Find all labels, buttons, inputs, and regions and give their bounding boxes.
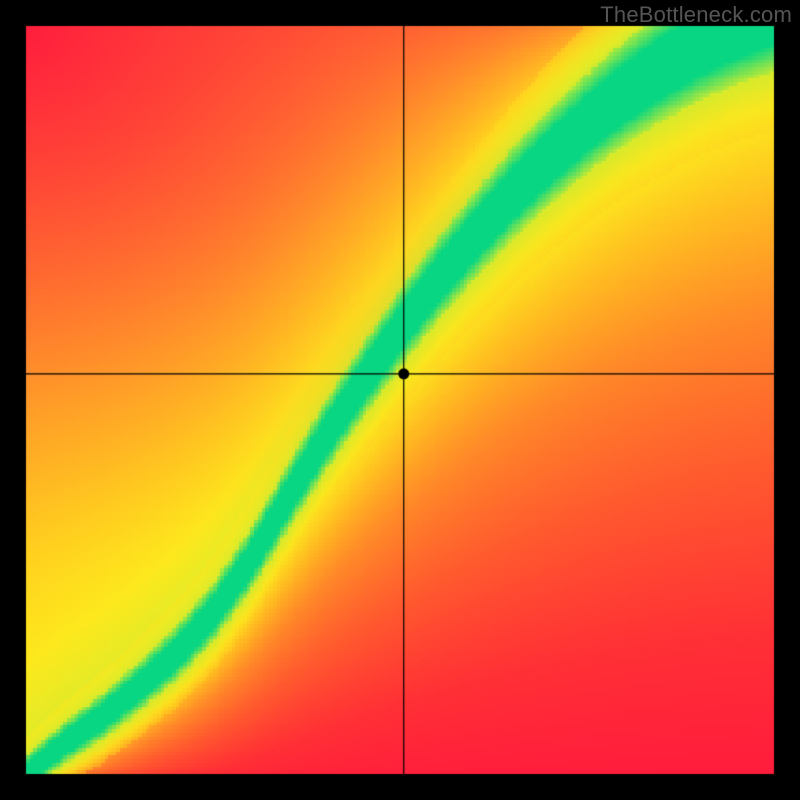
watermark-text: TheBottleneck.com [600, 2, 792, 28]
chart-container: TheBottleneck.com [0, 0, 800, 800]
bottleneck-heatmap [0, 0, 800, 800]
